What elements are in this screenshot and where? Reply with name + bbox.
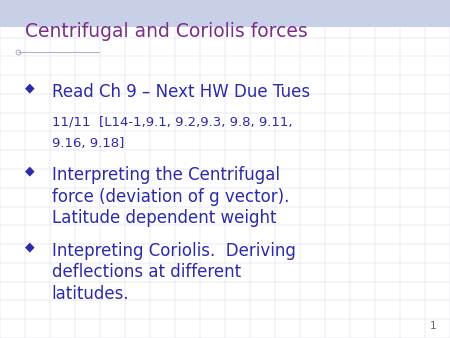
Text: Centrifugal and Coriolis forces: Centrifugal and Coriolis forces: [25, 22, 307, 41]
Text: Intepreting Coriolis.  Deriving
deflections at different
latitudes.: Intepreting Coriolis. Deriving deflectio…: [52, 242, 296, 303]
Text: Interpreting the Centrifugal
force (deviation of g vector).
Latitude dependent w: Interpreting the Centrifugal force (devi…: [52, 166, 289, 227]
Text: ◆: ◆: [25, 165, 34, 177]
Bar: [0, 0, 450, 27]
Text: 1: 1: [430, 321, 436, 331]
Text: 11/11  [L14-1,9.1, 9.2,9.3, 9.8, 9.11,: 11/11 [L14-1,9.1, 9.2,9.3, 9.8, 9.11,: [52, 116, 292, 128]
Text: Read Ch 9 – Next HW Due Tues: Read Ch 9 – Next HW Due Tues: [52, 83, 310, 101]
Text: ◆: ◆: [25, 81, 34, 94]
Text: ◆: ◆: [25, 240, 34, 253]
Text: 9.16, 9.18]: 9.16, 9.18]: [52, 137, 124, 150]
